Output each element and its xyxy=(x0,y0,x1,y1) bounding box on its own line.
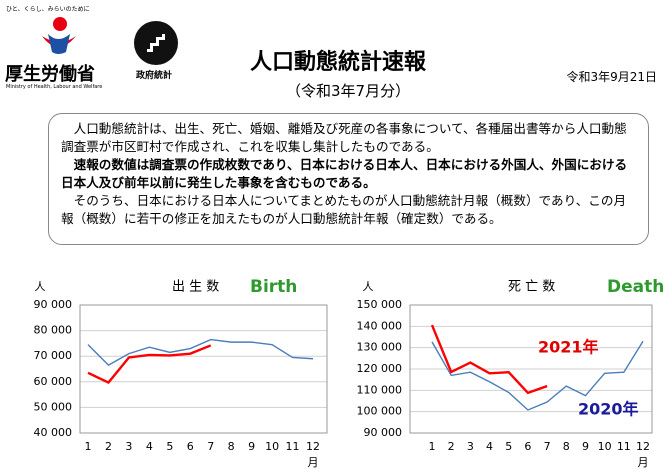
y-tick-label: 90 000 xyxy=(364,426,403,439)
chart-title: 死 亡 数 xyxy=(508,280,555,295)
y-tick-label: 140 000 xyxy=(357,319,403,332)
series-line xyxy=(87,338,314,367)
x-tick-label: 7 xyxy=(544,440,551,453)
x-tick-label: 6 xyxy=(187,440,194,453)
x-tick-label: 1 xyxy=(85,440,92,453)
x-tick-label: 2 xyxy=(448,440,455,453)
y-tick-label: 110 000 xyxy=(357,383,403,396)
y-tick-label: 120 000 xyxy=(357,362,403,375)
x-tick-label: 10 xyxy=(598,440,612,453)
plot-frame xyxy=(79,304,328,434)
y-tick-label: 80 000 xyxy=(34,324,73,337)
ministry-name-en: Ministry of Health, Labour and Welfare xyxy=(6,84,103,90)
y-tick-label: 100 000 xyxy=(357,405,403,418)
y-tick-label: 90 000 xyxy=(34,298,73,311)
x-tick-label: 5 xyxy=(166,440,173,453)
x-tick-label: 8 xyxy=(228,440,235,453)
x-tick-label: 3 xyxy=(125,440,132,453)
y-tick-label: 70 000 xyxy=(34,349,73,362)
date: 令和3年9月21日 xyxy=(566,70,657,84)
notice-text: 速報の数値は調査票の作成枚数であり、日本における日本人、日本における外国人、外国… xyxy=(61,157,628,190)
notice-box: 人口動態統計は、出生、死亡、婚姻、離婚及び死産の各事象について、各種届出書等から… xyxy=(48,113,649,245)
y-tick-label: 150 000 xyxy=(357,298,403,311)
y-unit: 人 xyxy=(35,280,46,293)
ministry-logo xyxy=(42,17,76,54)
slogan: ひと、くらし、みらいのために xyxy=(6,6,90,13)
y-tick-label: 130 000 xyxy=(357,341,403,354)
x-tick-label: 10 xyxy=(265,440,279,453)
x-tick-label: 1 xyxy=(429,440,436,453)
logo-dot xyxy=(53,17,67,31)
x-tick-label: 8 xyxy=(563,440,570,453)
y-tick-label: 50 000 xyxy=(34,400,73,413)
x-tick-label: 12 xyxy=(636,440,650,453)
logo-shape xyxy=(48,34,70,54)
stats-logo-text: 政府統計 xyxy=(136,71,173,81)
x-tick-label: 4 xyxy=(486,440,493,453)
title: 人口動態統計速報 xyxy=(250,50,427,75)
series-line xyxy=(431,340,644,411)
series-line xyxy=(87,344,212,385)
stats-logo-steps xyxy=(147,34,165,52)
subtitle: （令和3年7月分） xyxy=(286,82,411,100)
x-tick-label: 3 xyxy=(467,440,474,453)
x-unit: 月 xyxy=(638,456,649,469)
x-tick-label: 4 xyxy=(146,440,153,453)
x-tick-label: 11 xyxy=(286,440,300,453)
x-tick-label: 5 xyxy=(505,440,512,453)
x-tick-label: 9 xyxy=(248,440,255,453)
chart-title-en: Death xyxy=(607,277,664,297)
y-tick-label: 40 000 xyxy=(34,426,73,439)
series-label: 2021年 xyxy=(538,338,599,357)
plot-frame xyxy=(409,304,653,434)
x-tick-label: 7 xyxy=(207,440,214,453)
x-tick-label: 9 xyxy=(582,440,589,453)
notice-text: 人口動態統計は、出生、死亡、婚姻、離婚及び死産の各事象について、各種届出書等から… xyxy=(61,121,627,154)
x-unit: 月 xyxy=(308,456,319,469)
x-tick-label: 6 xyxy=(524,440,531,453)
series-label: 2020年 xyxy=(578,400,639,419)
x-tick-label: 2 xyxy=(105,440,112,453)
y-unit: 人 xyxy=(363,280,374,293)
chart-title: 出 生 数 xyxy=(172,280,219,295)
ministry-name: 厚生労働省 xyxy=(5,64,95,85)
chart-title-en: Birth xyxy=(250,277,297,297)
x-tick-label: 12 xyxy=(306,440,320,453)
stats-logo xyxy=(134,21,178,65)
x-tick-label: 11 xyxy=(617,440,631,453)
series-line xyxy=(430,324,548,395)
notice-text: そのうち、日本における日本人についてまとめたものが人口動態統計月報（概数）であり… xyxy=(61,193,627,226)
y-tick-label: 60 000 xyxy=(34,375,73,388)
